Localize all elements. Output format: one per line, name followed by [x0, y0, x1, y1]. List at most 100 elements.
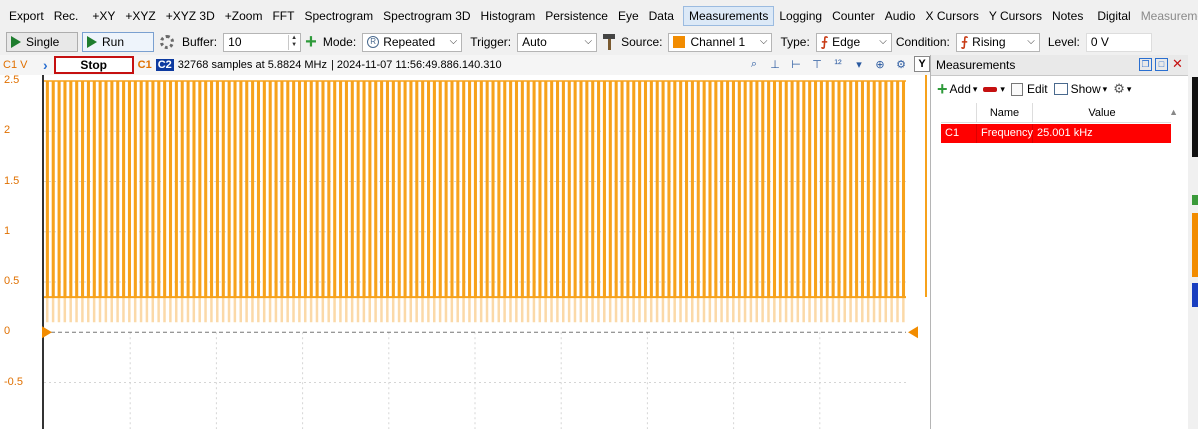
condition-label: Condition: [895, 35, 950, 49]
value-column-header[interactable]: Value [1088, 107, 1116, 119]
signal-persistence-trace [45, 297, 905, 323]
chevron-down-icon: ⌵ [584, 35, 593, 47]
menu-item-xyz-3d[interactable]: +XYZ 3D [165, 8, 215, 23]
chevron-down-icon: ⌵ [759, 35, 768, 47]
buffer-settings-icon[interactable] [160, 35, 174, 49]
remove-measurement-button[interactable]: ▾ [983, 84, 1005, 95]
panel-toolbar: + Add ▾ ▾ Edit Show ▾ ⚙ ▾ [931, 76, 1188, 102]
scroll-up-icon[interactable]: ▲ [1169, 107, 1178, 117]
chevron-down-icon: ⌵ [879, 35, 887, 47]
stop-button[interactable]: Stop [53, 56, 134, 74]
cursor-toggle-icon[interactable]: ¹² [834, 58, 842, 70]
menu-item-digital[interactable]: Digital [1097, 8, 1131, 23]
dropdown-icon: ▾ [1126, 83, 1132, 94]
oscilloscope-plot: C1 V › Stop C1 C2 32768 samples at 5.882… [0, 55, 930, 429]
measure-x-icon[interactable]: ⊥ [770, 58, 780, 71]
row-value: 25.001 kHz [1037, 127, 1093, 139]
menu-item-data[interactable]: Data [648, 8, 674, 23]
y-axis-button[interactable]: Y [914, 56, 930, 72]
channel-column-header [941, 103, 977, 122]
trigger-level-marker-left [42, 326, 52, 339]
menu-item-audio[interactable]: Audio [884, 8, 916, 23]
type-select[interactable]: ⨍ Edge ⌵ [815, 32, 892, 52]
add-measurement-button[interactable]: + Add ▾ [937, 78, 978, 99]
channel-1-tag[interactable]: C1 [137, 59, 152, 71]
menu-item-fft[interactable]: FFT [272, 8, 295, 23]
menu-item-rec[interactable]: Rec. [53, 8, 79, 23]
menu-item-logging[interactable]: Logging [779, 8, 823, 23]
source-select[interactable]: Channel 1 ⌵ [668, 32, 773, 52]
signal-canvas[interactable] [42, 75, 930, 429]
y-tick-label: 0.5 [4, 275, 20, 287]
side-tab[interactable] [1192, 77, 1198, 157]
trigger-select[interactable]: Auto ⌵ [517, 32, 598, 52]
side-strip [1188, 55, 1198, 429]
menu-item-eye[interactable]: Eye [617, 8, 639, 23]
side-tab[interactable] [1192, 213, 1198, 277]
side-tab[interactable] [1192, 195, 1198, 205]
menu-item-spectrogram-3d[interactable]: Spectrogram 3D [383, 8, 471, 23]
menu-item-x-cursors[interactable]: X Cursors [925, 8, 979, 23]
row-name: Frequency [977, 124, 1033, 143]
play-icon [87, 36, 97, 48]
zoom-icon[interactable]: ⌕ [750, 57, 758, 70]
buffer-spinbox[interactable]: 10 ▲ ▼ [223, 32, 302, 52]
add-icon[interactable]: + [305, 31, 317, 53]
run-button[interactable]: Run [82, 32, 154, 52]
panel-settings-button[interactable]: ⚙ ▾ [1113, 81, 1131, 97]
close-icon[interactable]: ✕ [1172, 56, 1183, 71]
zoom-in-icon[interactable]: ⊕ [875, 58, 885, 71]
maximize-icon[interactable]: □ [1155, 58, 1168, 71]
single-button[interactable]: Single [6, 32, 78, 52]
y-tick-label: 0 [4, 325, 11, 338]
fit-vertical-icon[interactable]: ⊤ [812, 58, 822, 71]
mode-select[interactable]: R Repeated ⌵ [362, 32, 463, 52]
dropdown-icon: ▾ [1000, 83, 1005, 94]
y-tick-label: -0.5 [4, 375, 23, 388]
settings-icon[interactable]: ⚙ [896, 58, 906, 71]
edit-measurement-button[interactable]: Edit [1010, 82, 1048, 96]
chevron-down-icon: ⌵ [1027, 35, 1035, 47]
menu-item-xy[interactable]: +XY [92, 8, 116, 23]
level-label: Level: [1047, 35, 1080, 49]
spin-arrows-icon[interactable]: ▲ ▼ [288, 34, 299, 50]
show-button[interactable]: Show ▾ [1053, 82, 1108, 96]
repeat-icon: R [367, 36, 380, 48]
y-tick-label: 2 [4, 124, 11, 137]
menu-item-spectrogram[interactable]: Spectrogram [304, 8, 374, 23]
menu-item-y-cursors[interactable]: Y Cursors [988, 8, 1042, 23]
menu-item-measurements[interactable]: Measurements [1140, 8, 1198, 23]
menu-item-xyz[interactable]: +XYZ [125, 8, 156, 23]
force-trigger-icon[interactable] [603, 34, 616, 50]
channel-2-tag[interactable]: C2 [155, 59, 174, 71]
panel-title: Measurements [936, 58, 1016, 72]
buffer-label: Buffer: [182, 35, 218, 49]
level-input[interactable]: 0 V [1085, 32, 1152, 52]
measurements-table-header: Name Value [941, 103, 1171, 123]
channel-1-signal-trace [44, 80, 906, 298]
chevron-right-icon[interactable]: › [43, 57, 48, 73]
plot-tools: ⌕ ⊥ ⊢ ⊤ ¹² ▾ ⊕ ⚙ Y [746, 56, 930, 72]
table-row[interactable]: C1 Frequency 25.001 kHz [941, 124, 1171, 143]
menu-item-notes[interactable]: Notes [1051, 8, 1084, 23]
dropdown-icon: ▾ [1102, 83, 1108, 94]
trigger-level-marker-right [908, 326, 918, 339]
name-column-header[interactable]: Name [977, 103, 1033, 122]
menu-bar: Export Rec. +XY +XYZ +XYZ 3D +Zoom FFT Spectrog… [0, 0, 1198, 31]
fit-horizontal-icon[interactable]: ⊢ [791, 58, 801, 71]
side-tab[interactable] [1192, 283, 1198, 307]
y-tick-label: 1 [4, 224, 11, 237]
edit-icon [1010, 82, 1023, 96]
menu-item-histogram[interactable]: Histogram [480, 8, 536, 23]
menu-item-zoom[interactable]: +Zoom [224, 8, 263, 23]
menu-item-counter[interactable]: Counter [832, 8, 875, 23]
restore-icon[interactable]: ❐ [1139, 58, 1152, 71]
menu-item-measurements[interactable]: Measurements [682, 5, 775, 26]
menu-item-persistence[interactable]: Persistence [545, 8, 608, 23]
condition-select[interactable]: ⨍ Rising ⌵ [955, 32, 1040, 52]
menu-item-export[interactable]: Export [9, 8, 44, 23]
y-tick-label: 1.5 [4, 174, 20, 187]
remove-icon [983, 86, 998, 92]
play-icon [11, 36, 21, 48]
dropdown-icon[interactable]: ▾ [856, 58, 862, 71]
